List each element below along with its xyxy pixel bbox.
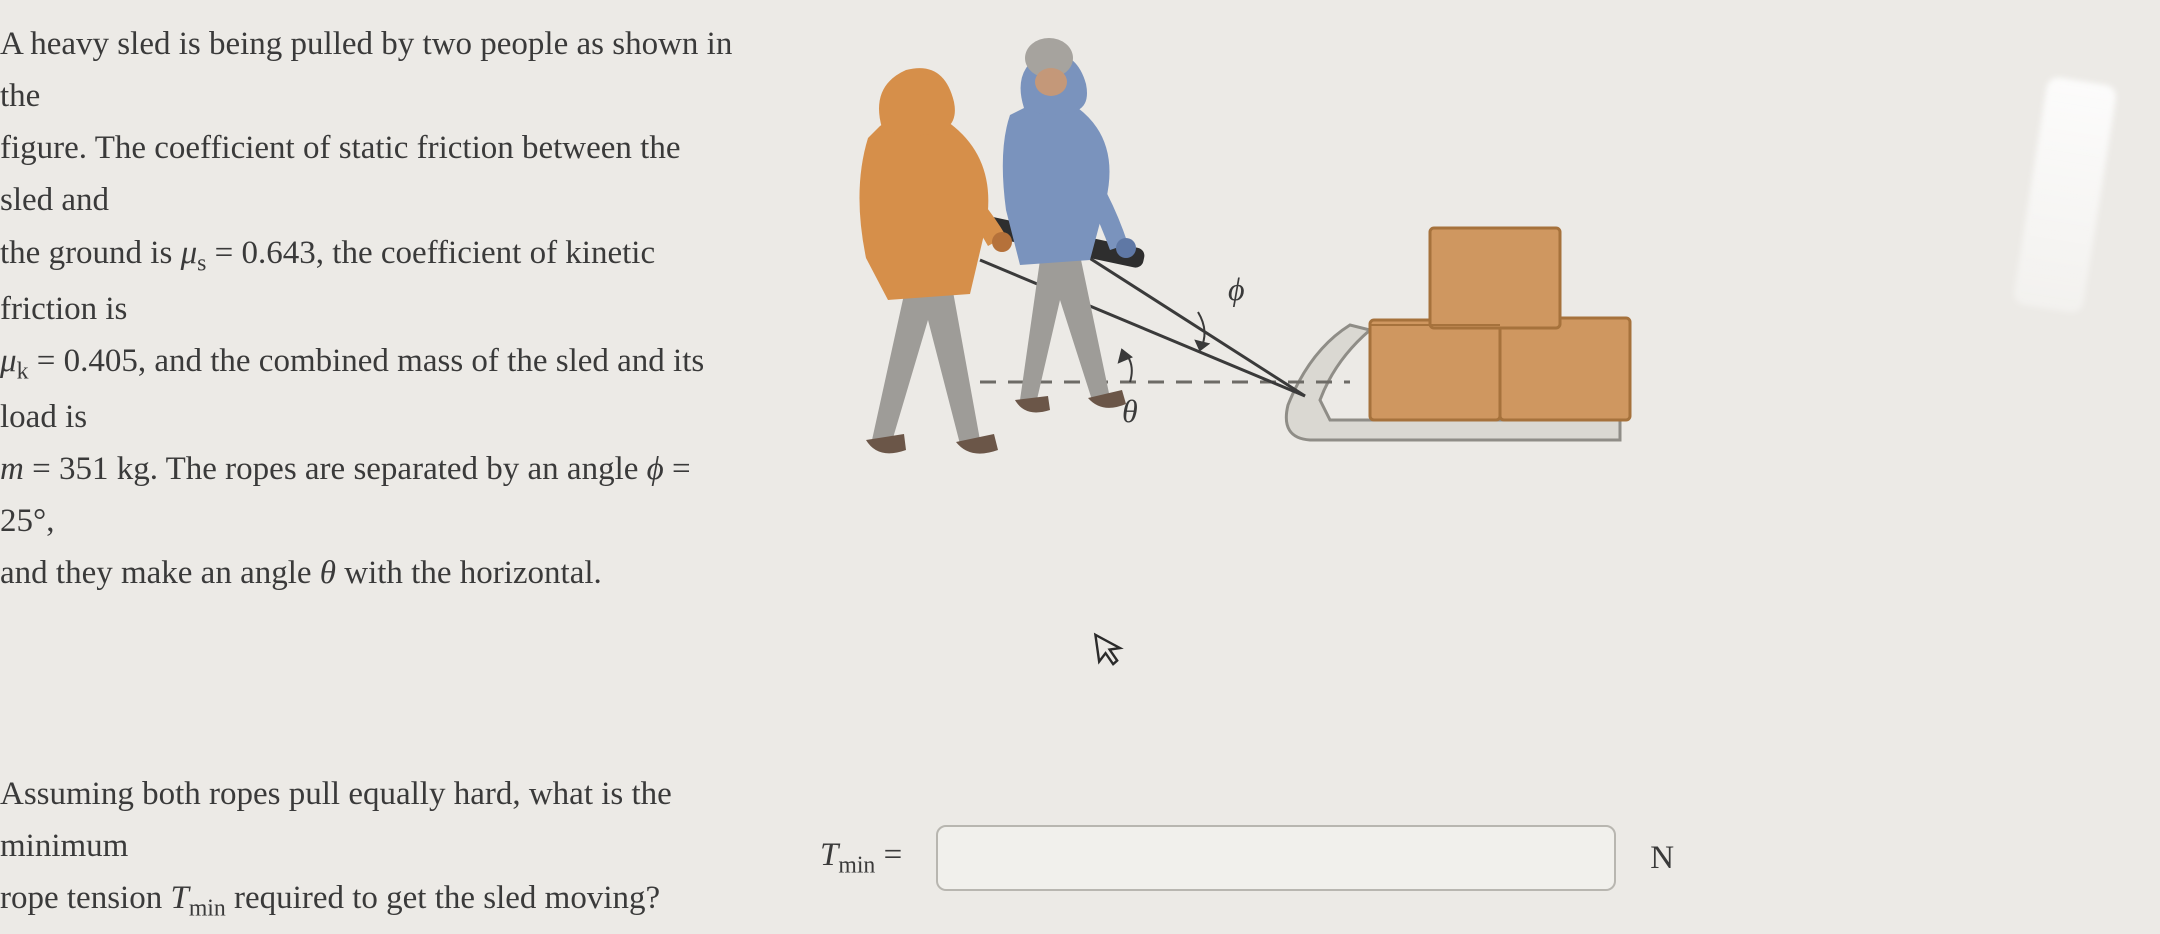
- text: rope tension: [0, 880, 170, 916]
- person-two: [1003, 38, 1136, 412]
- answer-row: Tmin = N: [820, 825, 1674, 891]
- text: =: [24, 451, 59, 487]
- phi-value: 25°: [0, 503, 46, 539]
- text: the ground is: [0, 235, 181, 271]
- text: A heavy sled is being pulled by two peop…: [0, 26, 732, 114]
- text: ,: [46, 503, 54, 539]
- mu-k-sub: k: [17, 358, 29, 384]
- answer-label: Tmin =: [820, 837, 902, 880]
- m-symbol: m: [0, 451, 24, 487]
- t-sub: min: [189, 896, 226, 922]
- screen-glare: [2012, 76, 2117, 314]
- text: =: [664, 451, 691, 487]
- t-symbol: T: [170, 880, 188, 916]
- mu-k-value: 0.405: [64, 343, 138, 379]
- t-sub: min: [838, 852, 875, 878]
- text: figure. The coefficient of static fricti…: [0, 130, 681, 218]
- text: required to get the sled moving?: [226, 880, 660, 916]
- person-one: [859, 68, 1012, 453]
- figure-diagram: ϕ θ: [810, 0, 1650, 520]
- m-value: 351 kg: [59, 451, 150, 487]
- equals: =: [875, 837, 902, 873]
- text: and they make an angle: [0, 555, 320, 591]
- mu-s-symbol: μ: [181, 235, 198, 271]
- cursor-icon: [1092, 628, 1128, 677]
- problem-text: A heavy sled is being pulled by two peop…: [0, 18, 740, 599]
- theta-arc: [1119, 350, 1132, 382]
- text: . The ropes are separated by an angle: [150, 451, 647, 487]
- text: with the horizontal.: [336, 555, 602, 591]
- theta-symbol: θ: [320, 555, 336, 591]
- tension-input[interactable]: [936, 825, 1616, 891]
- text: =: [28, 343, 63, 379]
- text: =: [206, 235, 241, 271]
- mu-s-value: 0.643: [242, 235, 316, 271]
- phi-label: ϕ: [1228, 271, 1245, 307]
- sled: [1286, 228, 1630, 440]
- text: Assuming both ropes pull equally hard, w…: [0, 776, 672, 864]
- t-symbol: T: [820, 837, 838, 873]
- phi-symbol: ϕ: [647, 451, 664, 487]
- unit-label: N: [1650, 840, 1674, 877]
- mu-k-symbol: μ: [0, 343, 17, 379]
- question-text: Assuming both ropes pull equally hard, w…: [0, 768, 740, 928]
